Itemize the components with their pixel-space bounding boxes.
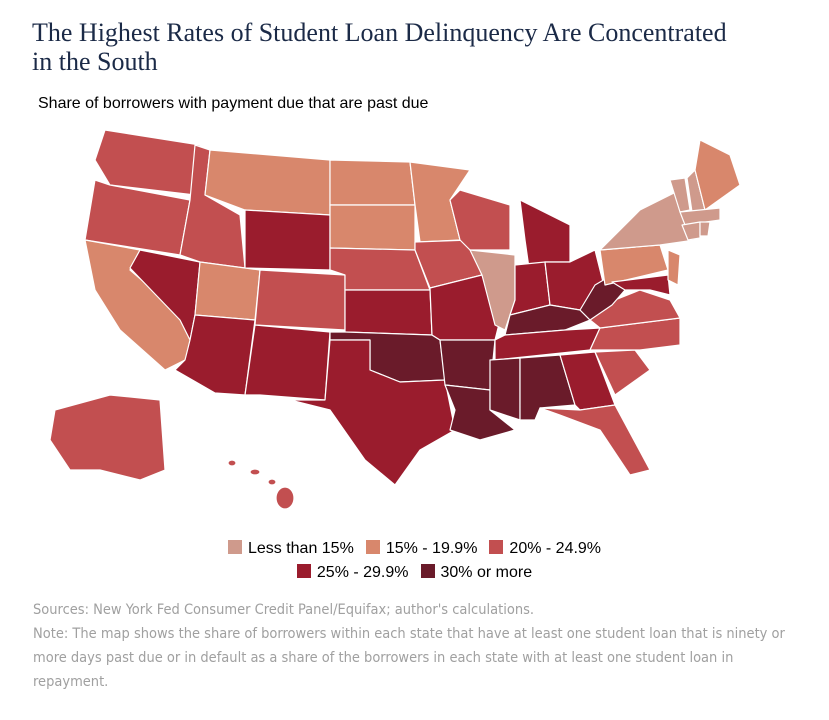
legend-label: Less than 15% — [247, 540, 354, 557]
title: The Highest Rates of Student Loan Delinq… — [32, 18, 727, 76]
legend-item: 20% - 24.9% — [489, 540, 601, 558]
state — [611, 274, 671, 296]
footer: Sources: New York Fed Consumer Credit Pa… — [33, 598, 803, 694]
state — [289, 339, 456, 486]
legend-item: 15% - 19.9% — [365, 540, 478, 558]
state — [667, 249, 681, 286]
state — [694, 139, 741, 211]
state — [329, 159, 416, 206]
state — [275, 486, 295, 510]
legend-item: Less than 15% — [227, 540, 354, 558]
legend-label: 15% - 19.9% — [385, 540, 478, 557]
state — [227, 459, 237, 467]
legend-row: Less than 15% 15% - 19.9% 20% - 24.9% — [0, 540, 829, 564]
legend-item: 30% or more — [420, 564, 533, 582]
state — [49, 394, 166, 481]
legend-swatch — [296, 564, 311, 578]
legend-swatch — [420, 564, 435, 578]
sources: Sources: New York Fed Consumer Credit Pa… — [33, 602, 535, 618]
legend-label: 25% - 29.9% — [316, 564, 409, 581]
state — [329, 204, 416, 251]
legend: Less than 15% 15% - 19.9% 20% - 24.9% 25% -… — [0, 540, 829, 588]
state — [249, 468, 261, 476]
state — [594, 349, 651, 396]
state — [94, 129, 201, 196]
state — [681, 221, 701, 241]
legend-item: 25% - 29.9% — [296, 564, 409, 582]
state — [679, 207, 721, 226]
state — [244, 324, 331, 401]
state — [599, 189, 696, 251]
state — [244, 209, 331, 271]
state — [329, 247, 431, 291]
legend-swatch — [227, 540, 242, 554]
state — [539, 404, 651, 476]
legend-swatch — [489, 540, 504, 554]
states — [49, 129, 741, 510]
state — [699, 221, 711, 237]
state — [267, 478, 277, 486]
subtitle: Share of borrowers with payment due that… — [38, 95, 429, 112]
legend-swatch — [365, 540, 380, 554]
legend-label: 20% - 24.9% — [509, 540, 602, 557]
note: Note: The map shows the share of borrowe… — [33, 626, 785, 690]
state — [669, 177, 691, 213]
state — [469, 249, 516, 331]
map — [49, 129, 741, 510]
legend-label: 30% or more — [440, 564, 533, 581]
state — [344, 289, 433, 336]
state — [194, 261, 261, 321]
state — [489, 357, 521, 421]
legend-row: 25% - 29.9% 30% or more — [0, 564, 829, 588]
state — [254, 269, 346, 331]
state — [439, 339, 496, 391]
